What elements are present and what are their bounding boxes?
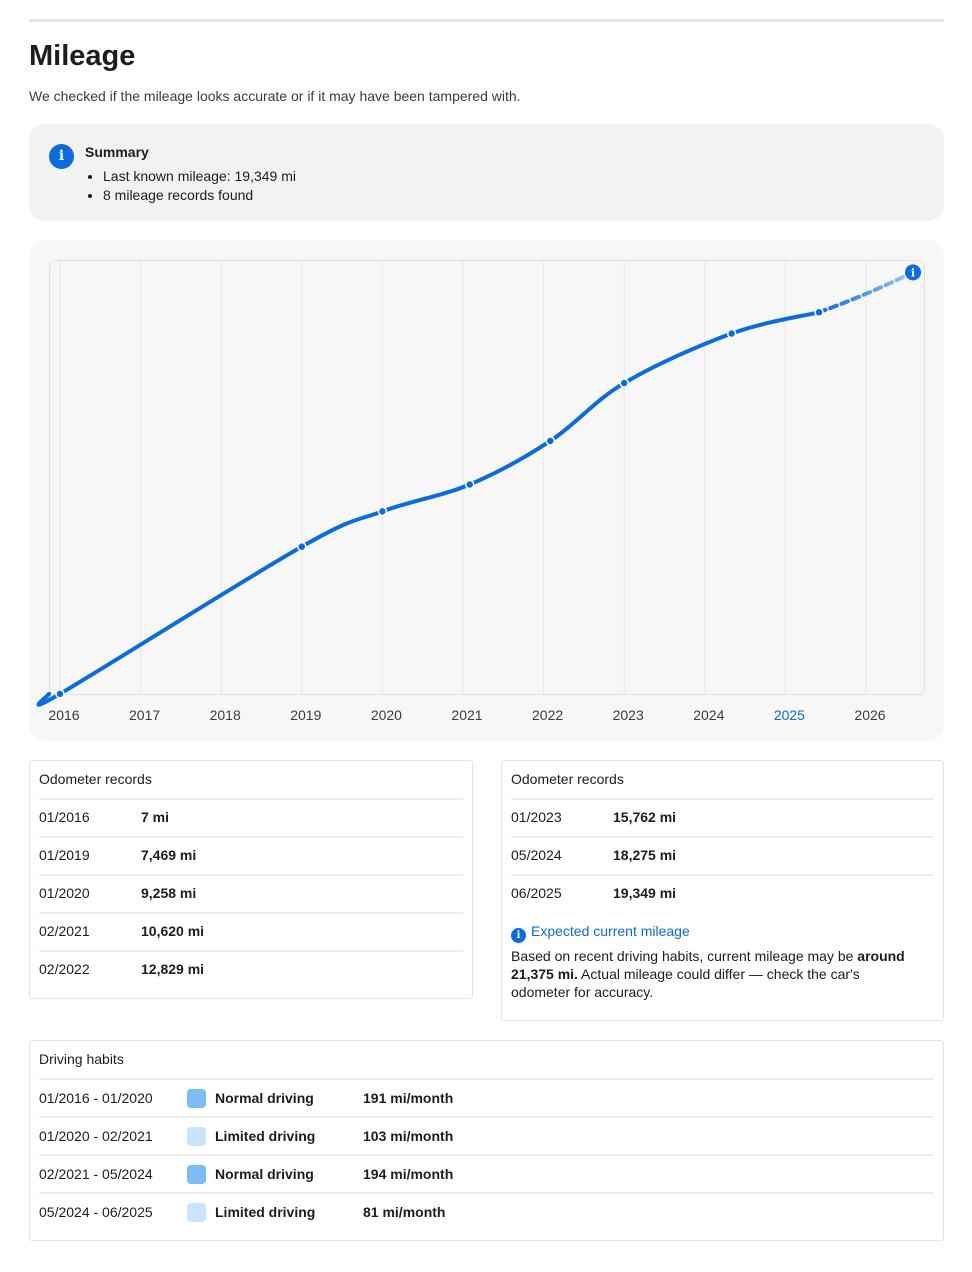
info-icon <box>905 264 922 281</box>
x-tick-label: 2021 <box>451 707 482 723</box>
mileage-line <box>36 310 821 707</box>
summary-item: Last known mileage: 19,349 mi <box>103 167 296 186</box>
record-value: 7 mi <box>141 809 170 825</box>
table-row: 06/2025 19,349 mi <box>511 874 934 912</box>
habit-color-swatch <box>187 1127 206 1146</box>
x-tick-label: 2017 <box>129 707 160 723</box>
x-tick-label: 2019 <box>290 707 321 723</box>
summary-box: i Summary Last known mileage: 19,349 mi … <box>29 124 944 221</box>
x-tick-label: 2018 <box>210 707 241 723</box>
record-value: 9,258 mi <box>141 885 197 901</box>
record-value: 12,829 mi <box>141 961 205 977</box>
table-row: 01/2020 9,258 mi <box>39 874 463 912</box>
habit-type: Limited driving <box>215 1204 316 1220</box>
data-point <box>377 506 388 517</box>
card-title: Driving habits <box>39 1051 124 1067</box>
x-tick-label: 2016 <box>48 707 79 723</box>
data-point <box>726 328 737 339</box>
info-icon-glyph: i <box>911 266 915 279</box>
table-row: 01/2016 - 01/2020 Normal driving 191 mi/mo… <box>39 1078 934 1116</box>
x-tick-label: 2025 <box>774 707 805 723</box>
record-date: 01/2019 <box>39 847 90 863</box>
record-date: 06/2025 <box>511 885 562 901</box>
record-value: 19,349 mi <box>613 885 677 901</box>
table-row: 02/2021 - 05/2024 Normal driving 194 mi/mo… <box>39 1154 934 1192</box>
x-tick-label: 2022 <box>532 707 563 723</box>
table-row: 01/2023 15,762 mi <box>511 798 934 836</box>
x-tick-label: 2024 <box>693 707 724 723</box>
habit-color-swatch <box>187 1165 206 1184</box>
odometer-records-left: Odometer records 01/2016 7 mi 01/2019 7,469… <box>29 760 473 999</box>
expected-mileage-text: Based on recent driving habits, current … <box>511 947 911 1001</box>
habit-rate: 103 mi/month <box>363 1128 454 1144</box>
habit-period: 01/2020 - 02/2021 <box>39 1128 153 1144</box>
habit-rate: 191 mi/month <box>363 1090 454 1106</box>
odometer-records-right: Odometer records 01/2023 15,762 mi 05/2024… <box>501 760 944 1021</box>
table-row: 01/2020 - 02/2021 Limited driving 103 mi/m… <box>39 1116 934 1154</box>
record-date: 02/2022 <box>39 961 90 977</box>
record-date: 05/2024 <box>511 847 562 863</box>
data-point <box>464 479 475 490</box>
expected-heading-text: Expected current mileage <box>531 923 690 939</box>
info-icon: i <box>511 928 526 943</box>
table-row: 02/2021 10,620 mi <box>39 912 463 950</box>
top-divider <box>29 19 944 22</box>
record-date: 01/2023 <box>511 809 562 825</box>
card-title: Odometer records <box>511 771 624 787</box>
data-point <box>814 307 824 318</box>
mileage-chart: 2016 2017 2018 2019 2020 2021 2022 2023 2024 2025… <box>36 260 925 723</box>
expected-text-part: Based on recent driving habits, current … <box>511 948 858 964</box>
habit-color-swatch <box>187 1203 206 1222</box>
summary-list: Last known mileage: 19,349 mi 8 mileage … <box>85 167 296 205</box>
table-row: 02/2022 12,829 mi <box>39 950 463 988</box>
table-row: 05/2024 - 06/2025 Limited driving 81 mi/mo… <box>39 1192 934 1230</box>
record-date: 01/2016 <box>39 809 90 825</box>
habit-period: 02/2021 - 05/2024 <box>39 1166 153 1182</box>
data-point <box>545 436 556 446</box>
mileage-chart-card: 2016 2017 2018 2019 2020 2021 2022 2023 2024 2025… <box>29 240 944 741</box>
record-value: 7,469 mi <box>141 847 197 863</box>
habit-rate: 81 mi/month <box>363 1204 446 1220</box>
expected-mileage-heading: i Expected current mileage <box>511 923 690 943</box>
summary-item: 8 mileage records found <box>103 186 296 205</box>
habit-type: Normal driving <box>215 1090 314 1106</box>
habit-period: 05/2024 - 06/2025 <box>39 1204 153 1220</box>
x-tick-label: 2020 <box>371 707 402 723</box>
habit-period: 01/2016 - 01/2020 <box>39 1090 153 1106</box>
record-value: 15,762 mi <box>613 809 677 825</box>
expected-mileage-value: around 21,375 mi. <box>511 948 905 982</box>
data-point <box>55 689 65 699</box>
expected-text-part: Actual mileage could differ — check the … <box>511 966 860 1000</box>
habit-type: Limited driving <box>215 1128 316 1144</box>
table-row: 05/2024 18,275 mi <box>511 836 934 874</box>
habit-rate: 194 mi/month <box>363 1166 454 1182</box>
summary-title: Summary <box>85 144 149 160</box>
page-subtitle: We checked if the mileage looks accurate… <box>29 88 521 104</box>
record-value: 18,275 mi <box>613 847 677 863</box>
record-value: 10,620 mi <box>141 923 205 939</box>
info-icon: i <box>49 144 74 169</box>
card-title: Odometer records <box>39 771 152 787</box>
x-tick-label: 2023 <box>613 707 644 723</box>
record-date: 02/2021 <box>39 923 90 939</box>
data-point <box>297 541 307 552</box>
driving-habits-card: Driving habits 01/2016 - 01/2020 Normal d… <box>29 1040 944 1241</box>
habit-color-swatch <box>187 1089 206 1108</box>
x-tick-label: 2026 <box>854 707 885 723</box>
record-date: 01/2020 <box>39 885 90 901</box>
page-title: Mileage <box>29 40 136 72</box>
table-row: 01/2019 7,469 mi <box>39 836 463 874</box>
data-point <box>619 378 629 388</box>
projection-line <box>816 270 916 315</box>
table-row: 01/2016 7 mi <box>39 798 463 836</box>
habit-type: Normal driving <box>215 1166 314 1182</box>
